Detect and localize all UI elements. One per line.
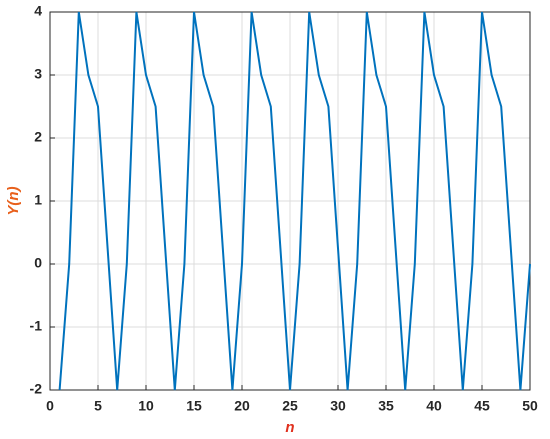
x-tick-label: 5 xyxy=(94,398,102,414)
x-tick-label: 25 xyxy=(282,398,298,414)
x-tick-label: 40 xyxy=(426,398,442,414)
x-tick-label: 45 xyxy=(474,398,490,414)
y-tick-label: -1 xyxy=(30,318,43,334)
x-tick-label: 10 xyxy=(138,398,154,414)
x-tick-label: 15 xyxy=(186,398,202,414)
y-tick-label: -2 xyxy=(30,381,43,397)
x-tick-label: 35 xyxy=(378,398,394,414)
y-axis-label: Y(n) xyxy=(5,186,22,215)
y-tick-label: 2 xyxy=(34,129,42,145)
y-tick-label: 3 xyxy=(34,66,42,82)
data-line xyxy=(58,11,531,391)
y-tick-label: 1 xyxy=(34,192,42,208)
x-tick-label: 30 xyxy=(330,398,346,414)
x-tick-label: 0 xyxy=(46,398,54,414)
y-tick-label: 0 xyxy=(34,255,42,271)
y-tick-label: 4 xyxy=(34,3,42,19)
x-axis-label: n xyxy=(285,419,294,436)
x-tick-label: 50 xyxy=(522,398,538,414)
x-tick-label: 20 xyxy=(234,398,250,414)
